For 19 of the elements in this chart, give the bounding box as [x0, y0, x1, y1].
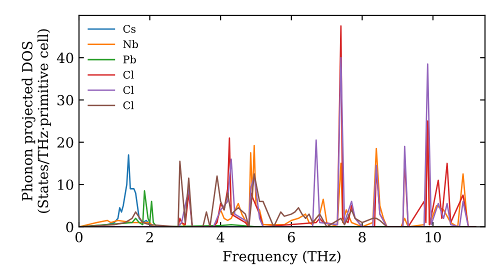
y-tick-label: 20 [57, 137, 74, 148]
legend-label: Cl [123, 86, 134, 94]
x-tick-label: 8 [358, 232, 366, 242]
x-tick-label: 2 [146, 232, 153, 242]
y-tick-label: 0 [66, 222, 74, 232]
x-tick-label: 10 [426, 232, 441, 242]
x-tick-label: 0 [75, 232, 82, 242]
legend-label: Cl [123, 101, 134, 110]
legend-label: Nb [123, 40, 138, 48]
y-tick-label: 40 [56, 52, 74, 64]
legend-label: Cl [123, 70, 134, 79]
y-axis-title: Phonon projected DOS (States/THz·primitive cell) [22, 29, 51, 213]
y-tick-label: 10 [58, 179, 74, 190]
y-tick-label: 30 [58, 94, 74, 106]
legend-label: Cs [123, 24, 136, 33]
x-axis-title: Frequency (THz) [223, 250, 340, 264]
x-tick-label: 4 [216, 232, 224, 242]
legend-label: Pb [123, 55, 136, 64]
x-tick-label: 6 [288, 232, 295, 242]
